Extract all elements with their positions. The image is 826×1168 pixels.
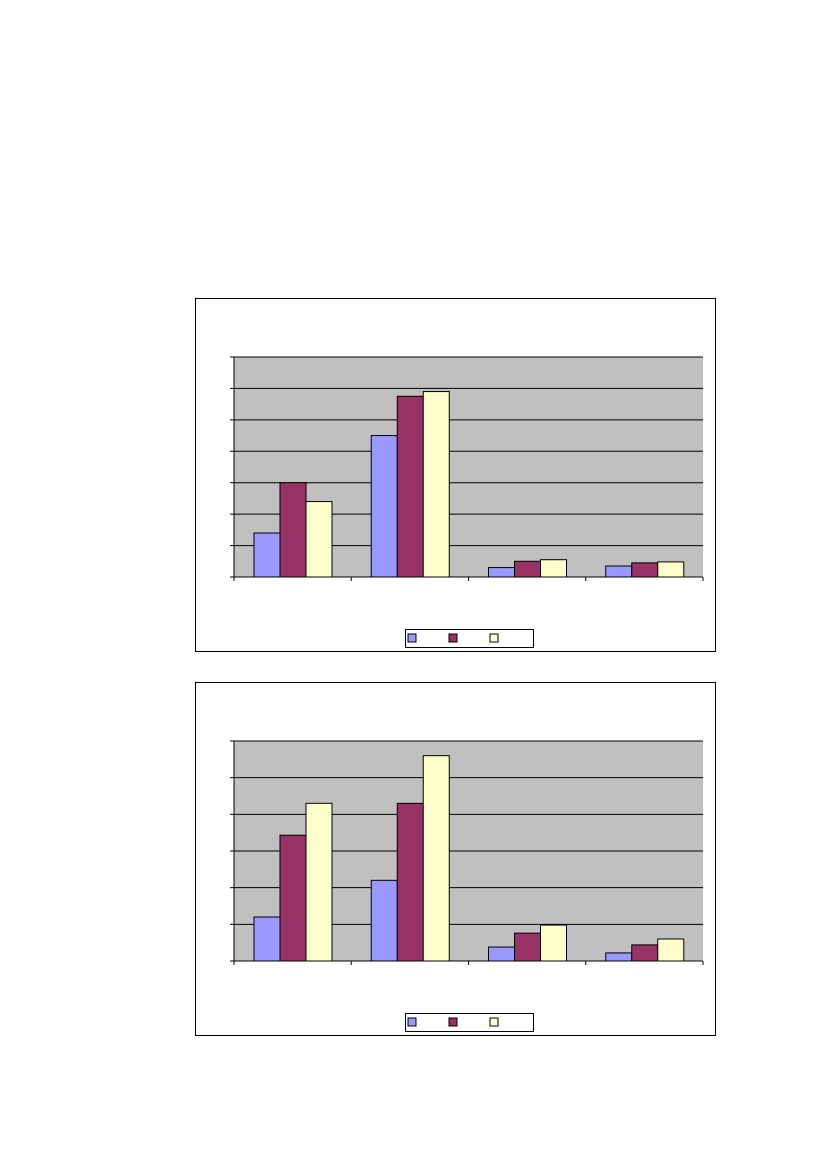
legend-box (405, 1013, 534, 1032)
legend-swatch (407, 633, 417, 643)
bar (631, 944, 659, 962)
bar (605, 565, 633, 578)
bar (540, 924, 567, 962)
bar (279, 482, 307, 578)
bar (370, 879, 398, 962)
bar (657, 561, 685, 578)
bar (488, 567, 515, 578)
bar (396, 802, 424, 962)
bar (657, 938, 685, 962)
bar (370, 435, 398, 578)
legend-swatch (448, 633, 458, 643)
bar (305, 802, 333, 962)
bar (605, 952, 633, 962)
legend-swatch (407, 1017, 417, 1027)
bar (253, 916, 281, 962)
bar (422, 391, 450, 578)
bar (514, 560, 541, 578)
legend-box (405, 629, 534, 648)
bar (631, 562, 659, 578)
bar (396, 395, 424, 578)
bar (540, 559, 567, 578)
legend-swatch (448, 1017, 458, 1027)
legend-swatch (489, 633, 499, 643)
bar (422, 755, 450, 962)
legend-swatch (489, 1017, 499, 1027)
bar (305, 501, 333, 578)
bar (488, 946, 515, 962)
bar (279, 834, 307, 962)
bar (514, 932, 541, 962)
bar (253, 532, 281, 578)
